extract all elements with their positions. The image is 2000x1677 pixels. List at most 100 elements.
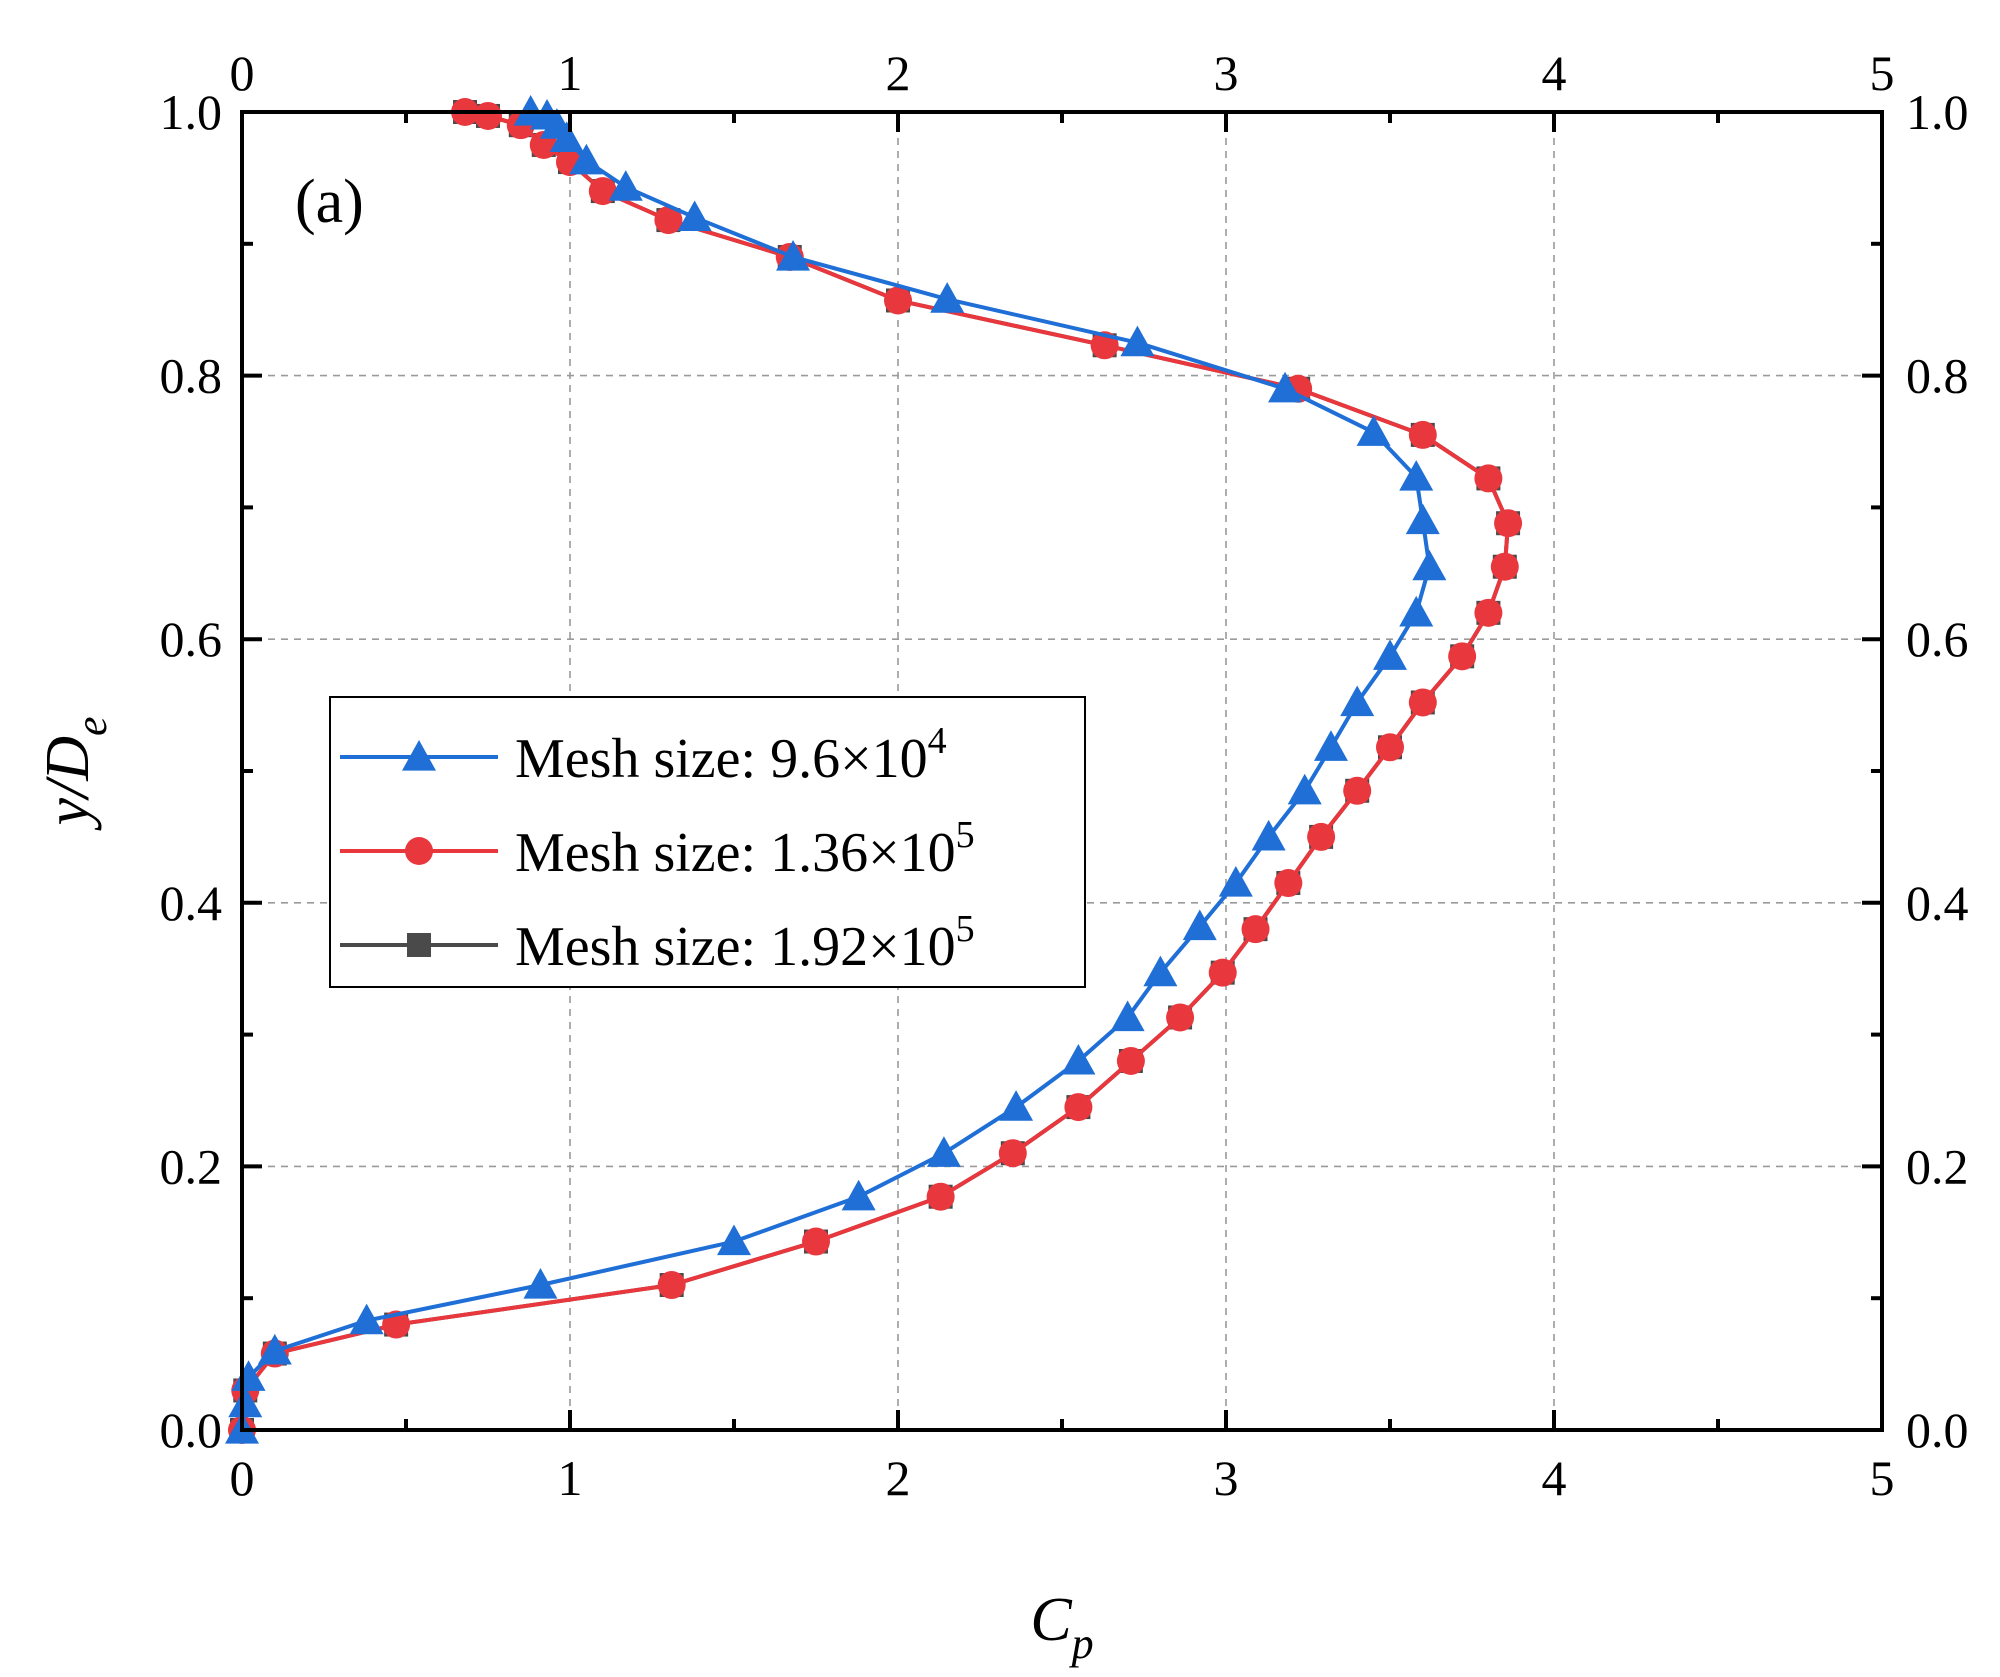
- circle-marker: [1490, 552, 1519, 581]
- series-layer: [225, 95, 1523, 1444]
- triangle-marker: [841, 1179, 876, 1211]
- circle-marker: [1274, 869, 1303, 898]
- circle-marker: [926, 1182, 955, 1211]
- circle-marker: [1307, 822, 1336, 851]
- circle-marker: [1474, 598, 1503, 627]
- legend-item: Mesh size: 9.6×104: [340, 720, 947, 790]
- circle-marker: [998, 1139, 1027, 1168]
- triangle-marker: [1373, 639, 1407, 670]
- legend-label: Mesh size: 9.6×104: [515, 720, 947, 790]
- y-tick-label-right: 0.0: [1906, 1402, 1969, 1458]
- legend-circle-marker: [405, 837, 433, 865]
- x-tick-label-top: 2: [886, 45, 911, 101]
- triangle-marker: [717, 1224, 751, 1256]
- triangle-marker: [776, 239, 811, 271]
- triangle-marker: [1356, 415, 1391, 446]
- circle-marker: [654, 206, 683, 235]
- triangle-marker: [1412, 549, 1447, 581]
- triangle-marker: [349, 1303, 384, 1335]
- series-line: [240, 110, 1432, 1431]
- x-tick-label-bottom: 5: [1870, 1450, 1895, 1506]
- triangle-marker: [1110, 1000, 1145, 1032]
- y-tick-label-left: 0.0: [160, 1402, 223, 1458]
- y-tick-label-left: 0.6: [160, 611, 223, 667]
- y-tick-label-right: 0.2: [1906, 1138, 1969, 1194]
- x-tick-label-top: 1: [558, 45, 583, 101]
- x-tick-label-bottom: 4: [1542, 1450, 1567, 1506]
- triangle-marker: [257, 1333, 292, 1365]
- triangle-marker: [1251, 819, 1286, 851]
- y-axis-title: y/De: [34, 716, 116, 831]
- circle-marker: [1494, 509, 1523, 538]
- x-tick-label-bottom: 2: [886, 1450, 911, 1506]
- series-circle: [228, 98, 1523, 1444]
- triangle-marker: [930, 282, 965, 313]
- legend-square-marker: [407, 933, 431, 957]
- triangle-marker: [1287, 773, 1322, 805]
- y-tick-label-right: 1.0: [1906, 84, 1969, 140]
- circle-marker: [1064, 1093, 1093, 1122]
- legend-label-text: Mesh size: 1.92×10: [515, 916, 956, 978]
- y-tick-label-right: 0.6: [1906, 611, 1969, 667]
- circle-marker: [1208, 958, 1237, 987]
- circle-marker: [1241, 915, 1270, 944]
- triangle-marker: [1061, 1043, 1096, 1075]
- legend-label-text: Mesh size: 1.36×10: [515, 822, 956, 884]
- triangle-marker: [1313, 730, 1348, 761]
- circle-marker: [1376, 733, 1404, 762]
- legend-label-text: Mesh size: 9.6×10: [515, 728, 928, 790]
- circle-marker: [1448, 642, 1477, 671]
- triangle-marker: [1405, 503, 1440, 535]
- triangle-marker: [1340, 685, 1375, 717]
- triangle-marker: [1143, 955, 1178, 987]
- triangle-marker: [1268, 371, 1303, 403]
- y-tick-label-right: 0.4: [1906, 875, 1969, 931]
- x-tick-label-top: 4: [1542, 45, 1567, 101]
- circle-marker: [1408, 688, 1437, 717]
- y-tick-label-left: 0.4: [160, 875, 223, 931]
- y-tick-label-right: 0.8: [1906, 348, 1969, 404]
- circle-marker: [884, 286, 912, 315]
- panel-label: (a): [295, 168, 364, 236]
- triangle-marker: [1399, 595, 1434, 627]
- legend-label: Mesh size: 1.36×105: [515, 814, 975, 884]
- y-tick-label-left: 1.0: [160, 84, 223, 140]
- circle-marker: [1343, 776, 1372, 805]
- circle-marker: [1116, 1046, 1145, 1075]
- x-tick-label-bottom: 3: [1214, 1450, 1239, 1506]
- y-tick-label-left: 0.2: [160, 1138, 223, 1194]
- x-axis-title: Cp: [1030, 1586, 1093, 1668]
- triangle-marker: [1218, 866, 1253, 897]
- circle-marker: [1474, 464, 1503, 493]
- ticks: [240, 110, 1884, 1432]
- legend-label-exponent: 4: [928, 720, 947, 762]
- legend-box: [329, 696, 1086, 988]
- circle-marker: [657, 1271, 686, 1300]
- series-triangle: [225, 95, 1447, 1444]
- triangle-marker: [677, 200, 712, 232]
- legend-triangle-marker: [402, 740, 436, 771]
- legend-label: Mesh size: 1.92×105: [515, 908, 975, 978]
- circle-marker: [1408, 420, 1437, 449]
- legend-item: Mesh size: 1.92×105: [340, 908, 975, 978]
- x-tick-label-top: 0: [230, 45, 255, 101]
- triangle-marker: [926, 1136, 961, 1167]
- circle-marker: [588, 177, 617, 206]
- x-tick-label-bottom: 0: [230, 1450, 255, 1506]
- x-tick-label-bottom: 1: [558, 1450, 583, 1506]
- triangle-marker: [228, 1386, 263, 1418]
- circle-marker: [802, 1227, 830, 1256]
- triangle-marker: [1399, 460, 1434, 491]
- triangle-marker: [999, 1090, 1034, 1121]
- triangle-marker: [1182, 909, 1217, 941]
- legend-item: Mesh size: 1.36×105: [340, 814, 975, 884]
- circle-marker: [474, 101, 502, 130]
- x-tick-label-top: 5: [1870, 45, 1895, 101]
- triangle-marker: [569, 143, 604, 175]
- triangle-marker: [523, 1268, 558, 1299]
- x-tick-label-top: 3: [1214, 45, 1239, 101]
- triangle-marker: [1120, 325, 1155, 357]
